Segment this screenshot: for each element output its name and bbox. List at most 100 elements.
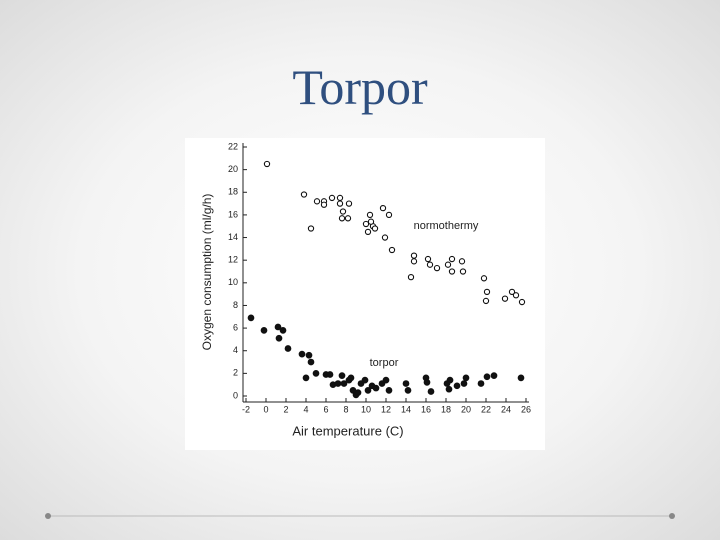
open-point [338,215,346,222]
open-point [320,201,328,208]
figure-background [185,138,545,450]
filled-point [340,380,348,387]
y-tick-label: 6 [233,322,238,332]
open-point [388,246,396,254]
x-tick-label: 0 [263,404,268,414]
filled-point [460,380,468,387]
filled-point [334,380,342,387]
filled-point [427,388,435,395]
y-tick-label: 12 [228,255,238,265]
open-point [371,225,379,232]
open-point [300,191,308,198]
filled-point [402,380,410,387]
filled-point [364,386,372,394]
open-point [367,218,375,225]
filled-point [338,372,346,379]
open-point [518,298,526,306]
open-point [426,261,434,268]
open-point [410,258,418,265]
slide-title: Torpor [292,59,428,115]
x-tick-label: 14 [401,404,411,414]
y-tick-label: 18 [228,187,238,197]
open-point [459,268,467,275]
open-point [263,160,271,168]
open-point [433,264,441,272]
filled-point [372,384,380,392]
y-tick-label: 20 [228,164,238,174]
x-tick-label: 2 [283,404,288,414]
x-tick-label: 20 [461,404,471,414]
x-tick-label: 18 [441,404,451,414]
x-tick-label: -2 [242,404,250,414]
open-point [508,288,516,296]
open-point [313,198,321,205]
filled-point [298,350,306,358]
x-axis-label: Air temperature (C) [292,423,403,438]
filled-point [305,351,313,359]
open-point [336,200,344,207]
filled-point [404,386,412,394]
filled-point [247,314,255,322]
open-point [482,297,490,305]
filled-point [446,376,454,384]
filled-point [517,374,525,382]
open-point [328,194,336,202]
open-point [336,194,344,202]
y-tick-label: 16 [228,209,238,219]
filled-point [483,373,491,381]
filled-point [274,323,282,331]
open-point [448,268,456,275]
open-point [410,252,418,259]
series-label: torpor [370,357,399,369]
open-point [483,288,491,296]
filled-point [326,371,334,378]
y-tick-label: 14 [228,232,238,242]
filled-point [354,389,362,396]
filled-point [275,334,283,342]
open-point [385,211,393,219]
x-tick-label: 26 [521,404,531,414]
series-label: normothermy [414,220,479,232]
open-point [512,292,520,299]
x-tick-label: 8 [343,404,348,414]
y-tick-label: 2 [233,368,238,378]
x-tick-label: 4 [303,404,308,414]
filled-point [312,370,320,377]
filled-point [423,379,431,386]
open-point [307,225,315,232]
open-point [448,255,456,263]
open-point [366,211,374,219]
x-tick-label: 22 [481,404,491,414]
filled-point [361,376,369,384]
filled-point [445,385,453,393]
y-tick-label: 8 [233,300,238,310]
open-point [444,261,452,268]
x-tick-label: 10 [361,404,371,414]
open-point [501,295,509,302]
filled-point [477,380,485,387]
filled-point [260,327,268,334]
x-tick-label: 6 [323,404,328,414]
filled-point [307,358,315,366]
open-point [458,258,466,265]
filled-point [453,382,461,390]
filled-point [382,376,390,384]
open-point [379,204,387,212]
filled-point [284,345,292,352]
filled-point [279,327,287,334]
filled-point [385,386,393,394]
filled-point [490,372,498,379]
open-point [407,274,415,281]
x-tick-label: 12 [381,404,391,414]
y-tick-label: 22 [228,141,238,151]
x-tick-label: 24 [501,404,511,414]
open-point [362,220,370,228]
open-point [345,200,353,207]
open-point [381,234,389,241]
open-point [480,275,488,282]
filled-point [302,374,310,382]
open-point [339,208,347,215]
x-tick-label: 16 [421,404,431,414]
y-tick-label: 10 [228,277,238,287]
